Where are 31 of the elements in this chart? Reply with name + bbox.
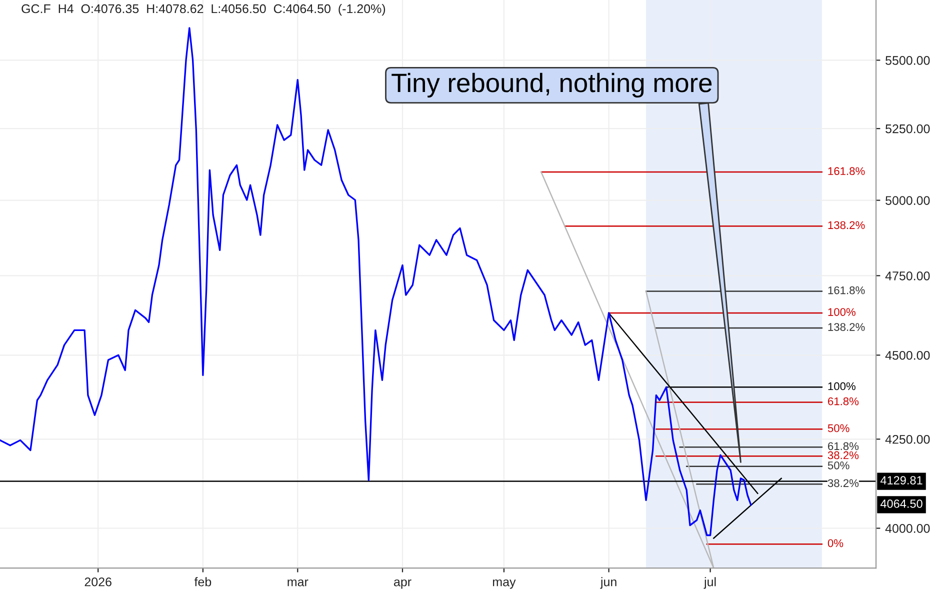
chart-title: GC.F H4 O:4076.35 H:4078.62 L:4056.50 C:4064.50 (-1.20%) xyxy=(22,4,386,16)
series-label: 161.8% xyxy=(828,286,865,294)
x-tick-label: mar xyxy=(288,579,308,586)
y-tick-label: 5500.00 xyxy=(886,56,930,65)
annotation: Tiny rebound, nothing more xyxy=(392,72,712,98)
y-tick-label: 5000.00 xyxy=(886,196,930,205)
series-label: 100% xyxy=(828,382,856,390)
series-label: 138.2% xyxy=(828,323,865,331)
x-tick-label: apr xyxy=(394,579,412,589)
y-tick-label: 4250.00 xyxy=(885,434,930,444)
series-label: 138.2% xyxy=(828,221,865,230)
x-tick-label: jun xyxy=(600,577,616,589)
text: 4064.50 xyxy=(880,500,922,508)
series-label: 100% xyxy=(828,308,856,316)
y-tick-label: 4500.00 xyxy=(885,350,930,360)
y-tick-label: 5250.00 xyxy=(886,124,930,134)
ref-line-label: 4129.81 xyxy=(880,476,922,484)
x-tick-label: may xyxy=(492,579,516,589)
series-label: 161.8% xyxy=(828,167,865,176)
x-tick-label: feb xyxy=(194,577,212,586)
series-label: 61.8% xyxy=(828,442,859,450)
series-label: 38.2% xyxy=(828,451,859,460)
series-label: 50% xyxy=(828,461,850,470)
y-tick-label: 4000.00 xyxy=(885,524,930,533)
series-label: 0% xyxy=(828,539,844,548)
x-tick-label: jul xyxy=(704,577,716,589)
series-label: 50% xyxy=(828,424,850,432)
y-tick-label: 4750.00 xyxy=(885,271,930,280)
series-label: 38.2% xyxy=(828,479,859,488)
series-label: 61.8% xyxy=(828,397,859,406)
x-tick-label: 2026 xyxy=(84,577,112,586)
